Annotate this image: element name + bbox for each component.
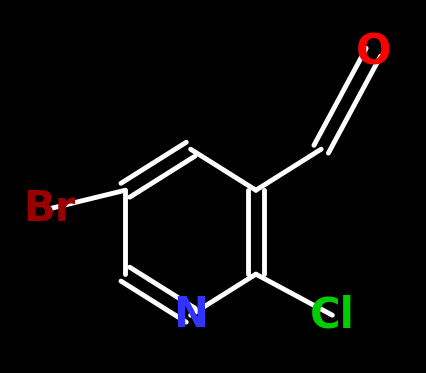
Text: Br: Br	[23, 188, 75, 230]
Text: O: O	[356, 31, 391, 73]
Text: Cl: Cl	[310, 294, 355, 336]
Text: N: N	[173, 294, 208, 336]
